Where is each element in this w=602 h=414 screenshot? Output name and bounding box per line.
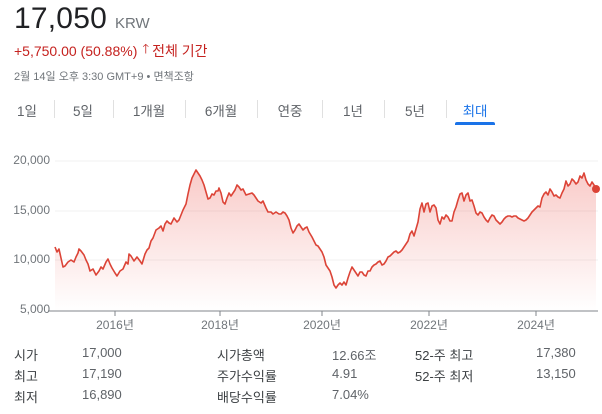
stat-52w-low: 52-주 최저: [415, 366, 473, 385]
stat-label: 배당수익률: [217, 390, 277, 405]
change-period: 전체 기간: [152, 43, 208, 59]
stat-52w-high-value: 17,380: [536, 345, 576, 360]
stat-pe-ratio: 주가수익률: [217, 366, 277, 385]
disclaimer-link[interactable]: 면책조항: [153, 71, 194, 83]
stat-open: 시가: [14, 345, 38, 364]
stat-dividend-yield: 배당수익률: [217, 387, 277, 406]
x-tick-label: 2016년: [96, 318, 134, 332]
price-chart[interactable]: 20,000 15,000 10,000 5,000 2016년 2018년 2…: [0, 140, 602, 340]
stat-label: 시가: [14, 348, 38, 363]
x-tick-label: 2022년: [410, 318, 448, 332]
y-tick-label: 15,000: [13, 203, 50, 217]
tab-5d[interactable]: 5일: [63, 96, 103, 120]
stat-high: 최고: [14, 366, 38, 385]
stat-low-value: 16,890: [82, 387, 122, 402]
tab-1y[interactable]: 1년: [333, 96, 373, 120]
stat-label: 최저: [14, 390, 38, 405]
stat-open-value: 17,000: [82, 345, 122, 360]
tab-5y[interactable]: 5년: [395, 96, 435, 120]
last-price-dot: [592, 185, 600, 193]
y-tick-label: 10,000: [13, 252, 50, 266]
price-change: +5,750.00 (50.88%) 🡑 전체 기간: [14, 40, 208, 62]
bullet-separator: •: [146, 71, 154, 83]
stat-high-value: 17,190: [82, 366, 122, 381]
currency-code: KRW: [114, 15, 150, 32]
stat-dividend-yield-value: 7.04%: [332, 387, 369, 402]
tab-divider: [54, 100, 55, 118]
tab-label: 5년: [405, 104, 425, 119]
stat-market-cap: 시가총액: [217, 345, 265, 364]
tab-divider: [113, 100, 114, 118]
stat-label: 52-주 최고: [415, 348, 474, 363]
price-area: [55, 170, 596, 311]
tab-label: 1년: [343, 104, 363, 119]
y-tick-label: 5,000: [19, 302, 50, 316]
price-header: 17,050 KRW: [14, 2, 150, 36]
tab-max[interactable]: 최대: [455, 96, 495, 125]
tab-label: 연중: [277, 104, 303, 119]
tab-ytd[interactable]: 연중: [269, 96, 311, 120]
range-tabs: 1일 5일 1개월 6개월 연중 1년 5년 최대: [0, 96, 495, 126]
current-price: 17,050: [14, 2, 107, 35]
tab-1m[interactable]: 1개월: [124, 96, 174, 120]
stat-label: 52-주 최저: [415, 369, 474, 384]
tab-divider: [322, 100, 323, 118]
timestamp: 2월 14일 오후 3:30 GMT+9: [14, 71, 144, 83]
stat-low: 최저: [14, 387, 38, 406]
tab-label: 1개월: [132, 104, 166, 119]
x-tick-label: 2020년: [303, 318, 341, 332]
stat-market-cap-value: 12.66조: [332, 348, 377, 363]
change-value: +5,750.00 (50.88%): [14, 43, 138, 59]
y-tick-label: 20,000: [13, 153, 50, 167]
tab-divider: [185, 100, 186, 118]
quote-meta: 2월 14일 오후 3:30 GMT+9 • 면책조항: [14, 68, 194, 84]
tab-divider: [257, 100, 258, 118]
tab-label: 5일: [73, 104, 93, 119]
tab-label: 6개월: [204, 104, 238, 119]
arrow-up-icon: 🡑: [142, 41, 150, 56]
x-tick-label: 2018년: [201, 318, 239, 332]
tab-label: 최대: [462, 104, 488, 119]
tab-divider: [384, 100, 385, 118]
tab-label: 1일: [17, 104, 37, 119]
stat-pe-ratio-value: 4.91: [332, 366, 358, 381]
tab-6m[interactable]: 6개월: [196, 96, 246, 120]
chart-plot: [48, 160, 600, 316]
stat-label: 주가수익률: [217, 369, 277, 384]
x-tick-label: 2024년: [517, 318, 555, 332]
tab-divider: [446, 100, 447, 118]
stat-52w-high: 52-주 최고: [415, 345, 473, 364]
stat-label: 최고: [14, 369, 38, 384]
stat-52w-low-value: 13,150: [536, 366, 576, 381]
tab-1d[interactable]: 1일: [7, 96, 47, 120]
stat-label: 시가총액: [217, 348, 265, 363]
